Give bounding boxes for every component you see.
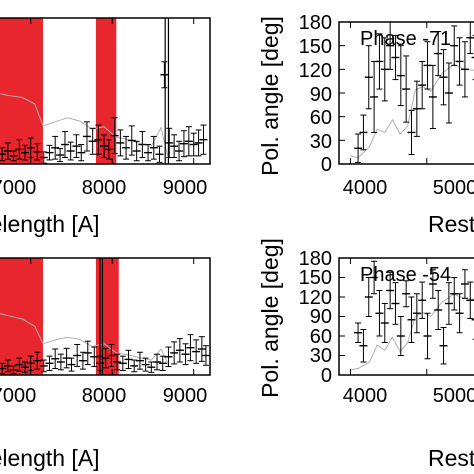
panel-bottom-left-plot	[0, 258, 210, 375]
panel-top-right-ytick-1: 30	[310, 131, 332, 153]
panel-bottom-right-ytick-3: 90	[310, 306, 332, 328]
panel-bottom-left: 7000 8000 9000 Wavelength [A]	[0, 257, 211, 471]
panel-top-right-ytick-6: 180	[299, 12, 332, 34]
panel-top-right-frame	[338, 21, 474, 165]
panel-top-right-xtick-1: 4000	[343, 177, 388, 199]
panel-bottom-right-ytick-2: 60	[310, 326, 332, 348]
panel-bottom-right-ytick-1: 30	[310, 345, 332, 367]
reference-curve	[350, 64, 474, 159]
panel-top-left-frame	[0, 17, 211, 165]
panel-bottom-left-xtick-2: 8000	[82, 385, 127, 407]
panel-bottom-right-plot	[339, 257, 474, 376]
panel-bottom-right-frame	[338, 257, 474, 376]
panel-bottom-right-xtick-2: 5000	[433, 385, 474, 407]
panel-top-left-xlabel: Wavelength [A]	[0, 211, 100, 237]
panel-bottom-right-xtick-1: 4000	[343, 385, 388, 407]
panel-bottom-right-ytick-6: 180	[299, 248, 332, 270]
panel-bottom-right-ytick-4: 120	[299, 287, 332, 309]
panel-top-left: 7000 8000 9000 Wavelength [A]	[0, 17, 211, 237]
panel-top-left-plot	[0, 18, 208, 164]
panel-bottom-right-title: Phase -54	[360, 264, 451, 286]
panel-top-right: 0 30 60 90 120 150 180 4000 5000 Rest Po…	[257, 12, 474, 237]
panel-top-left-xtick-3: 9000	[163, 177, 208, 199]
panel-bottom-right-ytick-0: 0	[321, 365, 332, 387]
panel-bottom-right-ytick-5: 150	[299, 267, 332, 289]
panel-bottom-left-xtick-3: 9000	[163, 385, 208, 407]
panel-top-right-ytick-2: 60	[310, 107, 332, 129]
reference-curve	[350, 293, 474, 371]
panel-top-right-title: Phase -71	[360, 28, 451, 50]
panel-top-right-ylabel: Pol. angle [deg]	[257, 16, 283, 176]
panel-top-right-ytick-3: 90	[310, 84, 332, 106]
panel-top-right-ytick-5: 150	[299, 36, 332, 58]
panel-bottom-right-ylabel: Pol. angle [deg]	[257, 238, 283, 398]
panel-top-right-ytick-0: 0	[321, 154, 332, 176]
panel-bottom-left-xtick-1: 7000	[0, 385, 36, 407]
shaded-band	[0, 18, 43, 164]
panel-top-right-xlabel: Rest	[428, 211, 474, 237]
panel-bottom-right: 0 30 60 90 120 150 180 4000 5000 Rest Po…	[257, 238, 474, 471]
shaded-band	[0, 258, 43, 375]
panel-top-right-plot	[339, 21, 474, 165]
panel-top-right-xtick-2: 5000	[433, 177, 474, 199]
shaded-band	[95, 18, 117, 164]
panel-top-left-xtick-1: 7000	[0, 177, 36, 199]
panel-bottom-right-xlabel: Rest	[428, 445, 474, 471]
panel-top-left-xtick-2: 8000	[82, 177, 127, 199]
panel-bottom-left-xlabel: Wavelength [A]	[0, 445, 100, 471]
panel-bottom-left-frame	[0, 257, 211, 376]
shaded-band	[95, 258, 119, 375]
panel-top-right-ytick-4: 120	[299, 60, 332, 82]
